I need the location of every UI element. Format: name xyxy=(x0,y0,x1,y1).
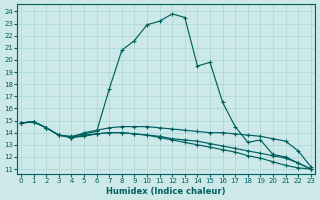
X-axis label: Humidex (Indice chaleur): Humidex (Indice chaleur) xyxy=(106,187,226,196)
